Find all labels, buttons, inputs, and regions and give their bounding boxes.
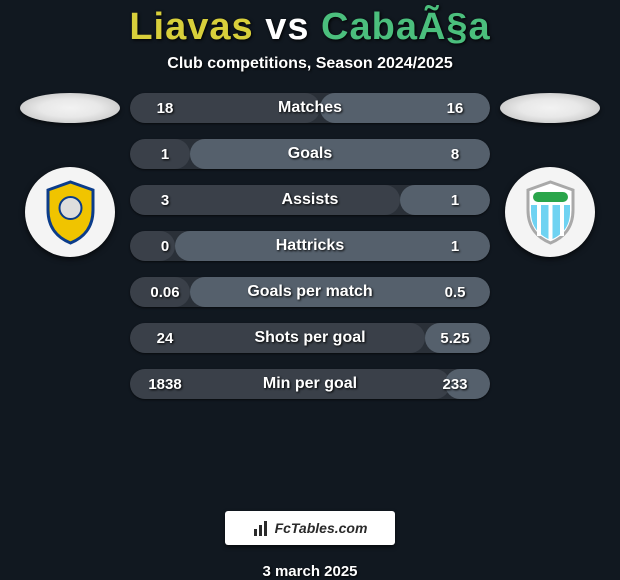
shield-icon (43, 180, 98, 245)
shield-icon (523, 180, 578, 245)
stat-value-right: 16 (420, 100, 490, 117)
stat-label: Hattricks (200, 237, 420, 255)
stat-value-left: 18 (130, 100, 200, 117)
right-side (490, 93, 610, 257)
stat-value-right: 1 (420, 238, 490, 255)
stat-row: 1838Min per goal233 (130, 369, 490, 399)
comparison-card: Liavas vs CabaÃ§a Club competitions, Sea… (0, 0, 620, 580)
main: 18Matches161Goals83Assists10Hattricks10.… (0, 93, 620, 495)
stat-row: 0Hattricks1 (130, 231, 490, 261)
stat-label: Goals (200, 145, 420, 163)
stat-row: 0.06Goals per match0.5 (130, 277, 490, 307)
stat-label: Assists (200, 191, 420, 209)
stat-row: 3Assists1 (130, 185, 490, 215)
date: 3 march 2025 (262, 563, 357, 580)
stat-value-right: 8 (420, 146, 490, 163)
player-silhouette-right (500, 93, 600, 123)
stat-value-left: 1838 (130, 376, 200, 393)
stats-list: 18Matches161Goals83Assists10Hattricks10.… (130, 93, 490, 399)
stat-row: 1Goals8 (130, 139, 490, 169)
page-title: Liavas vs CabaÃ§a (129, 6, 490, 49)
stat-label: Min per goal (200, 375, 420, 393)
stat-value-left: 0 (130, 238, 200, 255)
stat-value-left: 1 (130, 146, 200, 163)
player-silhouette-left (20, 93, 120, 123)
stat-value-right: 233 (420, 376, 490, 393)
stat-value-left: 3 (130, 192, 200, 209)
brand-text: FcTables.com (275, 520, 368, 536)
title-left-name: Liavas (129, 6, 253, 49)
brand-badge[interactable]: FcTables.com (225, 511, 395, 545)
team-badge-right (505, 167, 595, 257)
stat-value-left: 24 (130, 330, 200, 347)
stat-value-right: 1 (420, 192, 490, 209)
stat-row: 18Matches16 (130, 93, 490, 123)
left-side (10, 93, 130, 257)
stat-value-left: 0.06 (130, 284, 200, 301)
title-vs: vs (265, 6, 309, 49)
team-badge-left (25, 167, 115, 257)
stat-label: Shots per goal (200, 329, 420, 347)
top-band-icon (533, 192, 568, 202)
subtitle: Club competitions, Season 2024/2025 (167, 55, 452, 73)
stat-label: Goals per match (200, 283, 420, 301)
stat-value-right: 0.5 (420, 284, 490, 301)
stat-value-right: 5.25 (420, 330, 490, 347)
stat-row: 24Shots per goal5.25 (130, 323, 490, 353)
chart-icon (253, 519, 271, 537)
title-right-name: CabaÃ§a (321, 6, 491, 49)
stat-label: Matches (200, 99, 420, 117)
inner-circle-icon (59, 197, 81, 219)
